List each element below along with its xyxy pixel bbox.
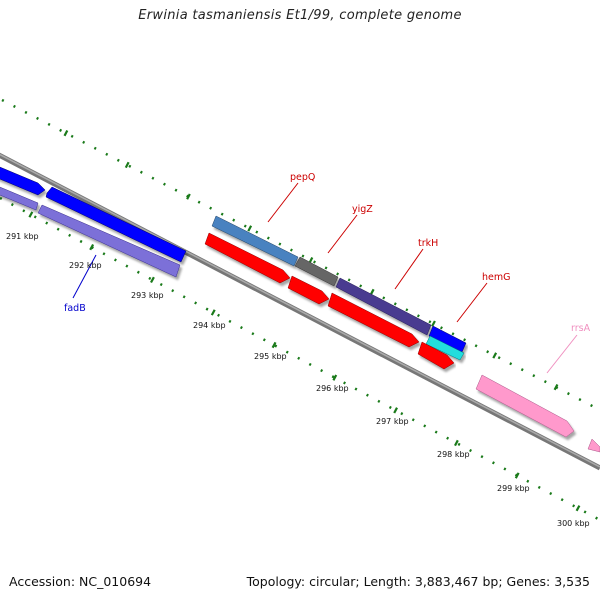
major-tick — [431, 320, 436, 327]
major-tick — [63, 129, 69, 137]
map-title: Erwinia tasmaniensis Et1/99, complete ge… — [138, 8, 462, 23]
scale-dots-top — [1, 98, 600, 412]
gene-fadB[interactable] — [37, 204, 181, 278]
gene-pepQ-cds[interactable] — [204, 232, 291, 284]
gene-trkH-track[interactable] — [335, 277, 432, 336]
tick-label-295: 295 kbp — [254, 352, 287, 361]
hemG-leader — [456, 282, 488, 323]
gene-hemG-cds[interactable] — [417, 341, 455, 370]
gene-label-pepQ[interactable]: pepQ — [290, 172, 315, 183]
major-ticks-top — [63, 129, 559, 391]
tick-label-298: 298 kbp — [437, 450, 470, 459]
major-tick — [575, 505, 581, 512]
accession-text: Accession: NC_010694 — [9, 574, 152, 589]
gene-yigZ-cds[interactable] — [287, 275, 330, 305]
tick-label-299: 299 kbp — [497, 484, 530, 493]
major-tick — [186, 193, 191, 200]
major-tick — [514, 472, 520, 479]
major-tick — [492, 352, 498, 359]
tick-label-297: 297 kbp — [376, 417, 409, 426]
gene-yigZ-track[interactable] — [294, 256, 339, 287]
gene-label-hemG[interactable]: hemG — [482, 272, 510, 283]
major-tick — [150, 276, 155, 284]
rrsA-leader — [546, 334, 578, 374]
major-tick — [89, 243, 95, 251]
gene-label-fadB[interactable]: fadB — [64, 303, 86, 314]
major-tick — [454, 439, 459, 447]
tick-label-292: 292 kbp — [69, 261, 102, 270]
major-tick — [393, 407, 398, 414]
gene-blue-reverse-2[interactable] — [45, 186, 187, 263]
major-tick — [308, 257, 314, 264]
gene-fadB-part-1[interactable] — [0, 185, 39, 211]
gene-hemG-track-cyan[interactable] — [425, 335, 465, 361]
major-ticks-bottom — [28, 211, 581, 512]
gene-label-yigZ[interactable]: yigZ — [352, 204, 373, 215]
gene-label-rrsA[interactable]: rrsA — [571, 323, 591, 334]
genome-backbone-highlight — [0, 153, 600, 468]
tick-label-296: 296 kbp — [316, 384, 349, 393]
tick-label-294: 294 kbp — [193, 321, 226, 330]
gene-blue-reverse-1[interactable] — [0, 165, 46, 196]
major-tick — [28, 211, 34, 218]
yigZ-leader — [327, 214, 358, 254]
tick-label-291: 291 kbp — [6, 232, 39, 241]
gene-label-trkH[interactable]: trkH — [418, 238, 438, 249]
gene-pepQ-track[interactable] — [211, 215, 299, 267]
gene-trkH-cds[interactable] — [327, 292, 420, 348]
major-tick — [247, 225, 253, 232]
genome-backbone — [0, 152, 600, 471]
major-tick — [124, 161, 130, 169]
trkH-leader — [394, 248, 424, 290]
major-tick — [210, 309, 216, 316]
major-tick — [369, 288, 375, 296]
scale-dots-bottom — [0, 196, 600, 522]
major-tick — [553, 383, 559, 391]
gene-rrsA[interactable] — [475, 374, 575, 438]
tick-label-293: 293 kbp — [131, 291, 164, 300]
topology-text: Topology: circular; Length: 3,883,467 bp… — [246, 574, 590, 589]
pepQ-leader — [267, 182, 299, 223]
tick-label-300: 300 kbp — [557, 519, 590, 528]
major-tick — [271, 341, 277, 349]
major-tick — [332, 374, 338, 381]
fadB-leader — [72, 254, 97, 299]
gene-rrna-partial[interactable] — [587, 438, 600, 453]
